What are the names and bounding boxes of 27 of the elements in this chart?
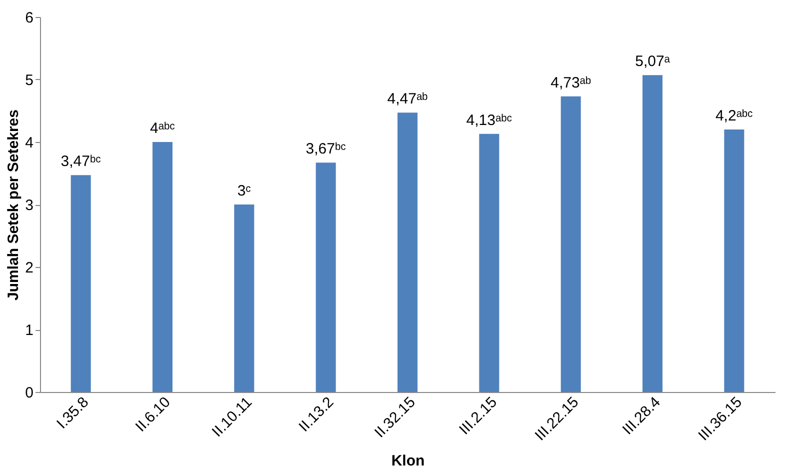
bar: [560, 96, 581, 392]
y-tick-label: 2: [25, 260, 34, 276]
x-axis-title: Klon: [391, 452, 425, 470]
y-tick-label: 3: [25, 197, 34, 214]
bar: [234, 204, 254, 392]
data-label: 3,67ᵇᶜ: [306, 140, 346, 158]
bar: [398, 112, 418, 392]
data-label: 4ᵃᵇᶜ: [150, 120, 175, 137]
data-label: 5,07ᵃ: [635, 53, 670, 70]
data-label: 4,47ᵃᵇ: [387, 90, 428, 108]
bar: [316, 162, 336, 392]
data-label: 4,2ᵃᵇᶜ: [715, 108, 753, 124]
data-label: 4,73ᵃᵇ: [550, 74, 592, 92]
y-tick-label: 5: [25, 72, 34, 89]
bar: [642, 75, 662, 392]
bar: [152, 142, 172, 392]
data-label: 3ᶜ: [237, 182, 251, 200]
data-label: 3,47ᵇᶜ: [60, 153, 101, 170]
bar: [724, 130, 744, 392]
y-tick-label: 0: [25, 384, 34, 402]
y-tick-label: 4: [25, 134, 34, 152]
data-label: 4,13ᵃᵇᶜ: [466, 112, 512, 129]
bar: [70, 175, 91, 392]
bar: [479, 134, 500, 392]
y-tick-label: 1: [25, 322, 34, 339]
y-axis-title: Jumlah Setek per Setekres: [5, 110, 22, 300]
y-tick-label: 6: [25, 10, 34, 26]
